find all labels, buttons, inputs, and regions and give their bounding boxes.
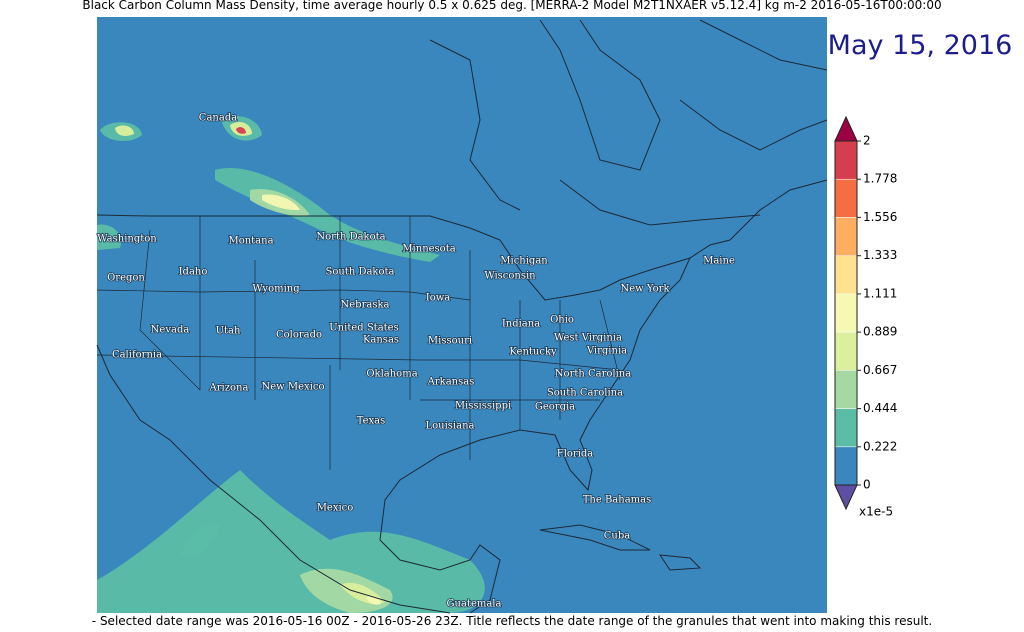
colorbar-band: [834, 446, 858, 486]
colorbar-band: [834, 293, 858, 333]
place-label: Kansas: [363, 335, 399, 346]
place-label: Indiana: [502, 319, 540, 330]
place-label: Nevada: [151, 325, 190, 336]
colorbar-band: [834, 408, 858, 448]
place-label: Montana: [228, 236, 273, 247]
place-labels: Canada Washington Montana North Dakota M…: [96, 112, 735, 611]
place-label: Michigan: [500, 256, 548, 267]
colorbar-unit: x1e-5: [859, 505, 893, 519]
place-label: Texas: [357, 416, 386, 427]
colorbar-tick-label: 1.333: [863, 248, 897, 262]
title: Black Carbon Column Mass Density, time a…: [82, 0, 941, 12]
place-label: North Carolina: [555, 369, 631, 380]
place-label: Maine: [703, 256, 735, 267]
colorbar-tick-label: 2: [863, 134, 871, 148]
colorbar-frame: [834, 140, 858, 486]
colorbar-tick-label: 0.667: [863, 363, 897, 377]
place-label: South Carolina: [547, 388, 623, 399]
place-label: New Mexico: [261, 382, 324, 393]
place-label: Louisiana: [426, 421, 475, 432]
place-label: Georgia: [535, 402, 575, 413]
colorbar-band: [834, 140, 858, 180]
place-label: California: [112, 350, 162, 361]
colorbar-tick-label: 0.889: [863, 325, 897, 339]
island: [539, 524, 702, 571]
plume: [97, 224, 121, 250]
colorbar-tick-label: 1.778: [863, 172, 897, 186]
place-label: Cuba: [604, 531, 630, 542]
place-label: Oklahoma: [366, 369, 417, 380]
colorbar-under: [834, 484, 858, 511]
coastline: [96, 344, 451, 614]
colorbar-tick-label: 1.556: [863, 210, 897, 224]
colorbar-band: [834, 217, 858, 256]
place-label: Wyoming: [252, 284, 300, 295]
place-label: Virginia: [586, 346, 627, 357]
place-label: The Bahamas: [583, 495, 652, 506]
place-label: Idaho: [179, 267, 208, 278]
date-label: May 15, 2016: [828, 30, 1013, 61]
coastline: [429, 19, 828, 226]
place-label: New York: [621, 284, 671, 295]
plume: [97, 470, 485, 613]
plume: [366, 595, 381, 605]
coastline: [96, 179, 828, 301]
place-label: Minnesota: [402, 244, 455, 255]
place-label: Arkansas: [427, 377, 475, 388]
place-label: Mexico: [317, 503, 354, 514]
place-label: Missouri: [428, 336, 472, 347]
colorbar-band: [834, 178, 858, 218]
place-label: Guatemala: [447, 599, 502, 610]
colorbar-band: [834, 331, 858, 371]
place-label: Ohio: [550, 315, 574, 326]
place-label: Mississippi: [455, 401, 511, 412]
place-label: Wisconsin: [484, 271, 536, 282]
plume: [262, 194, 300, 211]
place-label: Utah: [216, 326, 241, 337]
colorbar-tick-label: 0: [863, 478, 871, 492]
border: [96, 216, 621, 470]
place-label: Nebraska: [341, 300, 390, 311]
place-label: Arizona: [209, 383, 249, 394]
map-panel: Canada Washington Montana North Dakota M…: [96, 17, 828, 614]
colorbar-over: [834, 115, 858, 142]
place-label: West Virginia: [554, 333, 622, 344]
place-label: United States: [329, 323, 398, 334]
place-label: Colorado: [276, 330, 322, 341]
colorbar-tick-label: 1.111: [863, 286, 897, 300]
colorbar-band: [834, 370, 858, 409]
place-label: Florida: [557, 449, 594, 460]
place-label: South Dakota: [326, 267, 395, 278]
place-label: Iowa: [426, 293, 451, 304]
footer-note: - Selected date range was 2016-05-16 00Z…: [92, 614, 932, 628]
plume: [115, 125, 134, 136]
place-label: Washington: [97, 234, 157, 245]
place-label: Canada: [199, 113, 237, 124]
colorbar-tick-label: 0.222: [863, 439, 897, 453]
place-label: North Dakota: [316, 232, 385, 243]
colorbar-band: [834, 255, 858, 295]
concentration-plumes: [97, 116, 485, 613]
place-label: Oregon: [107, 273, 145, 284]
state-borders: [96, 216, 621, 470]
colorbar-tick-label: 0.444: [863, 401, 897, 415]
colorbar: 0 0.222 0.444 0.667 0.889 1.111 1.333 1.556 1.77…: [834, 115, 897, 519]
place-label: Kentucky: [509, 347, 557, 358]
plume: [236, 127, 246, 134]
plume: [180, 523, 220, 556]
